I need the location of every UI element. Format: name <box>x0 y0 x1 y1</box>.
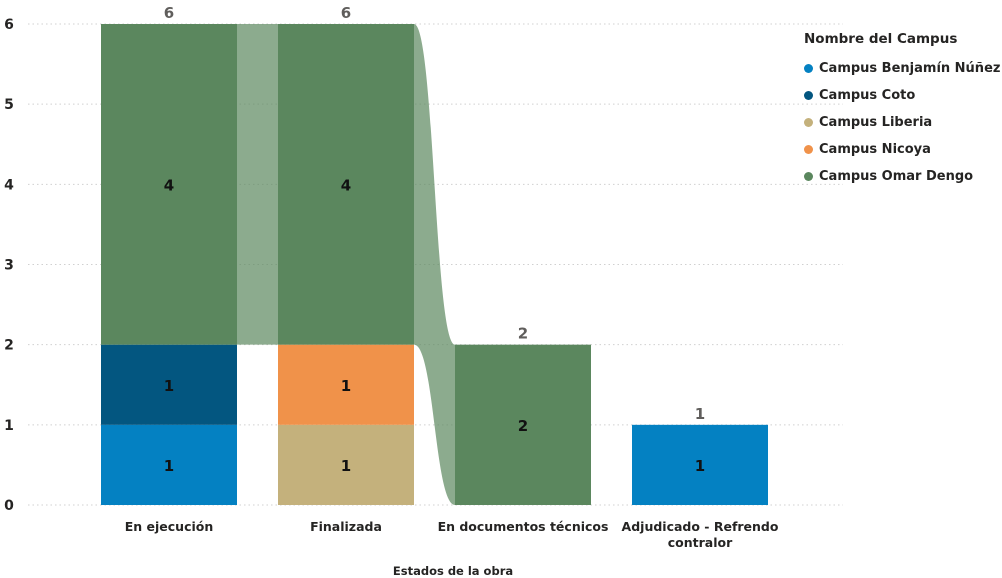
y-tick-label: 4 <box>4 177 14 193</box>
x-tick-label: contralor <box>668 535 733 550</box>
bar-segment <box>278 24 414 345</box>
y-tick-label: 1 <box>4 418 14 434</box>
total-label: 2 <box>518 325 528 343</box>
legend-item[interactable]: Campus Benjamín Núñez <box>804 55 1000 82</box>
segment-label: 2 <box>518 417 528 435</box>
x-tick-label: En ejecución <box>125 519 214 534</box>
y-tick-label: 5 <box>4 97 14 113</box>
segment-label: 4 <box>164 176 174 194</box>
legend-label: Campus Coto <box>819 88 916 103</box>
bar-segment <box>101 424 237 505</box>
legend-label: Campus Nicoya <box>819 142 931 157</box>
x-tick-label: En documentos técnicos <box>438 519 609 534</box>
segment-label: 1 <box>164 377 174 395</box>
segment-label: 1 <box>695 457 705 475</box>
segment-label: 1 <box>164 457 174 475</box>
legend-marker-icon <box>804 91 813 100</box>
legend-item[interactable]: Campus Nicoya <box>804 136 1000 163</box>
legend: Nombre del Campus Campus Benjamín Núñez C… <box>804 31 1000 190</box>
bar-segment <box>278 424 414 505</box>
bars: 1 1 4 1 1 4 2 1 <box>101 24 768 505</box>
legend-marker-icon <box>804 64 813 73</box>
y-tick-label: 3 <box>4 258 14 274</box>
segment-label: 1 <box>341 457 351 475</box>
bar-segment <box>101 24 237 345</box>
total-label: 6 <box>164 4 174 22</box>
bar-segment <box>101 344 237 425</box>
legend-item[interactable]: Campus Liberia <box>804 109 1000 136</box>
legend-label: Campus Benjamín Núñez <box>819 61 1001 76</box>
y-tick-label: 2 <box>4 338 14 354</box>
x-tick-label: Adjudicado - Refrendo <box>622 519 779 534</box>
ribbon <box>414 24 455 505</box>
ribbon <box>237 24 278 345</box>
legend-item[interactable]: Campus Coto <box>804 82 1000 109</box>
legend-item[interactable]: Campus Omar Dengo <box>804 163 1000 190</box>
bar-segment <box>455 344 591 505</box>
bar-segment <box>278 344 414 425</box>
x-axis-title: Estados de la obra <box>393 564 513 578</box>
x-tick-label: Finalizada <box>310 519 382 534</box>
legend-marker-icon <box>804 145 813 154</box>
legend-label: Campus Liberia <box>819 115 933 130</box>
total-label: 1 <box>695 405 705 423</box>
legend-title: Nombre del Campus <box>804 31 958 47</box>
segment-label: 4 <box>341 176 351 194</box>
y-tick-label: 0 <box>4 498 14 514</box>
ribbons <box>237 24 455 505</box>
legend-marker-icon <box>804 118 813 127</box>
legend-marker-icon <box>804 172 813 181</box>
segment-label: 1 <box>341 377 351 395</box>
total-label: 6 <box>341 4 351 22</box>
legend-label: Campus Omar Dengo <box>819 169 974 184</box>
y-tick-label: 6 <box>4 17 14 33</box>
bar-segment <box>632 424 768 505</box>
